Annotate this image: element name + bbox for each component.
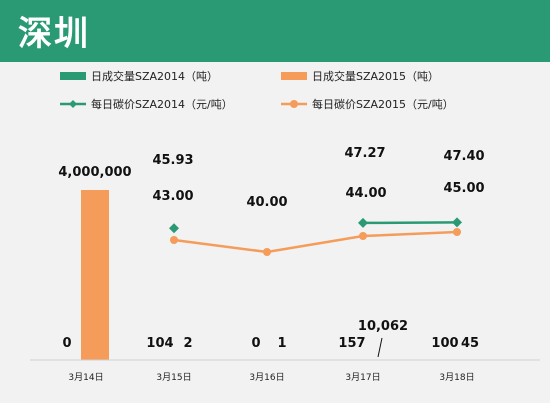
data-label-price-2015-2: 40.00 — [246, 195, 287, 210]
line-price-2015 — [173, 230, 458, 254]
point-price-2014-3 — [358, 217, 368, 228]
data-label-volume-2014-0: 0 — [62, 336, 71, 351]
data-label-volume-2014-1: 104 — [146, 336, 173, 351]
x-tick-label-4: 3月18日 — [439, 372, 474, 383]
point-price-2014-4 — [452, 217, 462, 228]
data-label-price-2014-4: 47.40 — [443, 149, 484, 164]
leader-line-10062 — [377, 337, 383, 358]
x-tick-label-0: 3月14日 — [68, 372, 103, 383]
bars-layer — [81, 190, 109, 360]
labels-layer: 4,000,000 0 104 2 0 1 157 10,062 100 45 45.93 43.00… — [58, 146, 484, 351]
x-tick-label-3: 3月17日 — [345, 372, 380, 383]
legend-label-volume-2015: 日成交量SZA2015（吨） — [312, 69, 439, 83]
x-axis-ticks: 3月14日 3月15日 3月16日 3月17日 3月18日 — [68, 372, 474, 383]
legend-marker-price-2015 — [290, 100, 298, 108]
data-label-price-2014-3: 47.27 — [344, 146, 385, 161]
legend-marker-price-2014 — [69, 100, 77, 108]
data-label-volume-2015-4: 45 — [461, 336, 479, 351]
data-label-volume-2015-1: 2 — [183, 336, 192, 351]
legend-swatch-volume-2015 — [281, 72, 307, 80]
chart-legend: 日成交量SZA2014（吨） 日成交量SZA2015（吨） 每日碳价SZA201… — [60, 69, 454, 111]
data-label-volume-2015-2: 1 — [277, 336, 286, 351]
lines-layer — [169, 217, 462, 256]
line-price-2014 — [362, 221, 458, 225]
data-label-volume-2015-0: 4,000,000 — [58, 165, 131, 180]
point-price-2015-2 — [359, 232, 367, 240]
point-price-2015-0 — [170, 236, 178, 244]
point-price-2015-3 — [453, 228, 461, 236]
data-label-volume-2014-3: 157 — [338, 336, 365, 351]
data-label-price-2014-1: 45.93 — [152, 153, 193, 168]
legend-swatch-volume-2014 — [60, 72, 86, 80]
x-tick-label-1: 3月15日 — [156, 372, 191, 383]
legend-item-price-2015[interactable]: 每日碳价SZA2015（元/吨） — [281, 97, 454, 111]
point-price-2014-1 — [169, 223, 179, 234]
legend-item-price-2014[interactable]: 每日碳价SZA2014（元/吨） — [60, 97, 233, 111]
legend-item-volume-2015[interactable]: 日成交量SZA2015（吨） — [281, 69, 439, 83]
data-label-volume-2014-4: 100 — [431, 336, 458, 351]
legend-item-volume-2014[interactable]: 日成交量SZA2014（吨） — [60, 69, 218, 83]
header-banner: 深圳 — [0, 0, 550, 62]
legend-label-price-2014: 每日碳价SZA2014（元/吨） — [91, 97, 233, 111]
combo-chart: 日成交量SZA2014（吨） 日成交量SZA2015（吨） 每日碳价SZA201… — [30, 69, 540, 383]
point-price-2015-1 — [263, 248, 271, 256]
data-label-volume-2015-3: 10,062 — [358, 319, 408, 334]
data-label-price-2015-3: 44.00 — [345, 186, 386, 201]
legend-label-volume-2014: 日成交量SZA2014（吨） — [91, 69, 218, 83]
data-label-price-2015-4: 45.00 — [443, 181, 484, 196]
data-label-volume-2014-2: 0 — [251, 336, 260, 351]
bar-volume-2015-0 — [81, 190, 109, 360]
data-label-price-2015-1: 43.00 — [152, 189, 193, 204]
page-title: 深圳 — [18, 14, 90, 54]
x-tick-label-2: 3月16日 — [249, 372, 284, 383]
legend-label-price-2015: 每日碳价SZA2015（元/吨） — [312, 97, 454, 111]
